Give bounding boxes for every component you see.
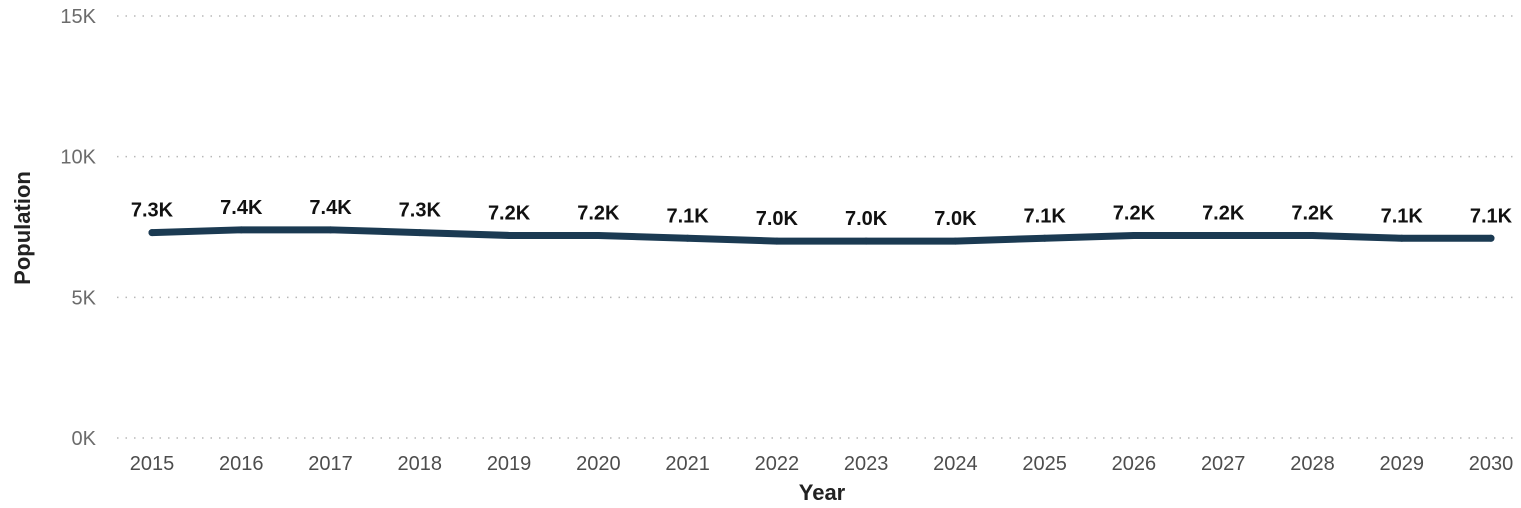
x-tick-label: 2026 xyxy=(1112,453,1157,475)
data-label: 7.3K xyxy=(399,200,442,222)
data-point xyxy=(1041,234,1049,242)
data-label: 7.2K xyxy=(1291,202,1334,224)
data-label: 7.4K xyxy=(220,197,263,219)
data-label: 7.1K xyxy=(666,205,709,227)
data-point xyxy=(505,231,513,239)
data-point xyxy=(862,237,870,245)
data-point xyxy=(594,231,602,239)
data-point xyxy=(1130,231,1138,239)
data-label: 7.0K xyxy=(845,208,888,230)
x-tick-label: 2019 xyxy=(487,453,532,475)
data-point xyxy=(1308,231,1316,239)
data-point xyxy=(773,237,781,245)
x-tick-label: 2029 xyxy=(1379,453,1424,475)
y-tick-label: 0K xyxy=(72,428,97,450)
x-tick-label: 2024 xyxy=(933,453,978,475)
data-point xyxy=(237,226,245,234)
x-tick-label: 2022 xyxy=(755,453,800,475)
x-tick-label: 2028 xyxy=(1290,453,1335,475)
series-layer xyxy=(148,226,1495,245)
data-point xyxy=(1219,231,1227,239)
y-tick-label: 5K xyxy=(72,287,97,309)
data-point xyxy=(327,226,335,234)
x-tick-label: 2015 xyxy=(130,453,175,475)
data-point xyxy=(1487,234,1495,242)
data-label: 7.2K xyxy=(1113,202,1156,224)
x-tick-label: 2018 xyxy=(398,453,443,475)
data-label: 7.1K xyxy=(1024,205,1067,227)
y-axis-title: Population xyxy=(10,171,35,285)
x-tick-label: 2021 xyxy=(665,453,710,475)
population-line xyxy=(148,226,1495,245)
data-label: 7.4K xyxy=(309,197,352,219)
data-point xyxy=(1398,234,1406,242)
x-tick-label: 2023 xyxy=(844,453,889,475)
x-axis-title: Year xyxy=(799,480,846,505)
data-label: 7.2K xyxy=(577,202,620,224)
x-tick-label: 2030 xyxy=(1469,453,1514,475)
x-tick-label: 2016 xyxy=(219,453,264,475)
data-labels: 7.3K 7.4K 7.4K 7.3K 7.2K 7.2K 7.1K 7.0K 7.0K 7.0K… xyxy=(131,197,1513,230)
y-tick-label: 15K xyxy=(60,6,96,28)
data-point xyxy=(684,234,692,242)
data-label: 7.0K xyxy=(756,208,799,230)
data-point xyxy=(416,229,424,237)
data-point xyxy=(951,237,959,245)
x-tick-label: 2027 xyxy=(1201,453,1246,475)
data-label: 7.2K xyxy=(488,202,531,224)
y-tick-label: 10K xyxy=(60,147,96,169)
x-tick-label: 2017 xyxy=(308,453,353,475)
data-point xyxy=(148,229,156,237)
data-label: 7.3K xyxy=(131,200,174,222)
x-tick-label: 2020 xyxy=(576,453,621,475)
data-label: 7.2K xyxy=(1202,202,1245,224)
x-axis-ticks: 2015 2016 2017 2018 2019 2020 2021 2022 2023 2024… xyxy=(130,453,1514,475)
data-label: 7.0K xyxy=(934,208,977,230)
x-tick-label: 2025 xyxy=(1022,453,1067,475)
data-label: 7.1K xyxy=(1470,205,1513,227)
data-label: 7.1K xyxy=(1381,205,1424,227)
y-axis-ticks: 0K 5K 10K 15K xyxy=(60,6,96,450)
